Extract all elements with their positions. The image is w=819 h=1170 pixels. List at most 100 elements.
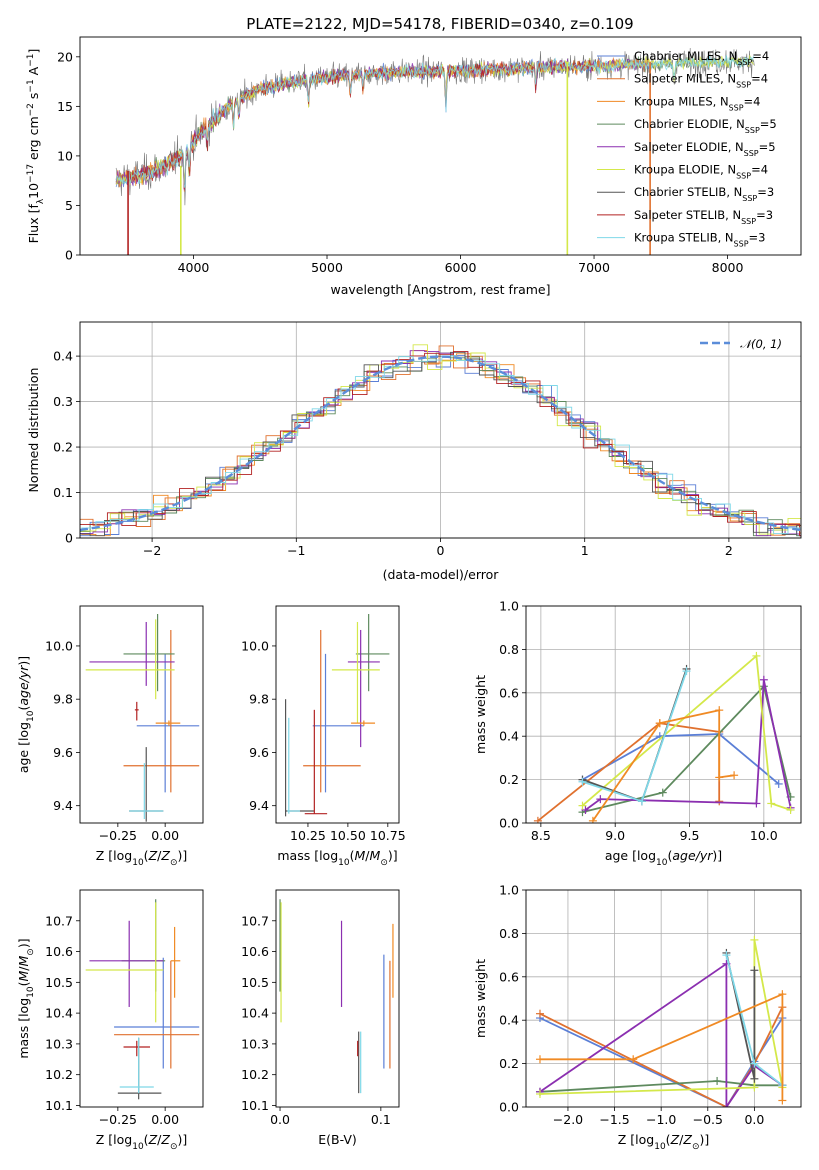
label-part: ( — [16, 982, 31, 987]
legend-value: =3 — [756, 208, 773, 222]
label-part: 10 — [26, 183, 41, 199]
legend-label: Chabrier ELODIE, N — [634, 117, 745, 131]
x-tick-label: 10.0 — [750, 828, 778, 843]
label-part: Z — [682, 1132, 692, 1147]
y-tick-label: 10.1 — [45, 1098, 73, 1113]
label-part: )] — [16, 938, 31, 948]
label-part: Z — [148, 848, 158, 863]
x-tick-label: 0.1 — [371, 1112, 391, 1127]
y-tick-label: 0.2 — [499, 1056, 519, 1071]
y-tick-label: 0.2 — [499, 772, 519, 787]
legend-value: =4 — [751, 72, 768, 86]
legend-value: =4 — [744, 94, 761, 108]
weight_vs_age-frame — [525, 605, 802, 824]
x-tick-label: 10.25 — [290, 828, 326, 843]
x-tick-label: 0.00 — [151, 1112, 179, 1127]
y-tick-label: 0.4 — [499, 1013, 519, 1028]
y-tick-label: 15 — [57, 99, 73, 114]
label-part: ( — [350, 848, 355, 863]
y-tick-label: 0.4 — [53, 349, 73, 364]
weight-line-5 — [581, 654, 791, 811]
y-tick-label: 10.7 — [45, 913, 73, 928]
x-tick-label: −0.25 — [99, 828, 137, 843]
age_vs_Z-frame — [79, 605, 204, 824]
x-tick-label: 0.00 — [151, 828, 179, 843]
spectrum-axes: 4000 5000 6000 7000 8000 0 5 10 15 20 — [57, 49, 743, 275]
legend-entry: Chabrier ELODIE, NSSP=5 — [634, 117, 777, 135]
label-part: λ — [36, 198, 46, 204]
y-tick-label: 9.6 — [249, 745, 269, 760]
y-tick-label: 0.8 — [499, 642, 519, 657]
y-tick-label: 10.3 — [241, 1036, 269, 1051]
gaussian-legend-label: 𝒩(0, 1) — [740, 337, 782, 351]
figure-title: PLATE=2122, MJD=54178, FIBERID=0340, z=0… — [246, 15, 633, 33]
label-part: M — [16, 971, 31, 982]
label-part: / — [365, 848, 370, 863]
x-tick-label: 1 — [581, 543, 589, 558]
y-tick-label: 10.1 — [241, 1098, 269, 1113]
y-tick-label: 0.1 — [53, 485, 73, 500]
legend-label: Chabrier STELIB, N — [634, 185, 742, 199]
x-tick-label: 5000 — [311, 260, 343, 275]
weight_vs_Z-plot-area — [535, 935, 787, 1107]
x-axis-label: Z [log10(Z/Z⊙)] — [96, 848, 188, 868]
spectrum-plot-area — [115, 47, 755, 255]
legend-entry: Salpeter STELIB, NSSP=3 — [634, 208, 773, 226]
x-tick-label: −1 — [287, 543, 305, 558]
legend-subscript: SSP — [742, 194, 757, 203]
y-tick-label: 10.6 — [241, 944, 269, 959]
legend-value: =3 — [757, 185, 774, 199]
y-tick-label: 10.2 — [45, 1067, 73, 1082]
spectrum-frame — [79, 36, 802, 256]
y-axis-label: mass weight — [473, 959, 488, 1038]
legend-subscript: SSP — [729, 103, 744, 112]
label-part: ⊙ — [170, 858, 178, 868]
x-tick-label: −1.5 — [599, 1112, 629, 1127]
label-part: ⊙ — [26, 948, 36, 956]
x-axis-label: (data-model)/error — [383, 567, 500, 582]
gaussian-curve — [80, 355, 801, 532]
residuals-plot-area — [80, 344, 801, 537]
label-part: ⊙ — [692, 1142, 700, 1152]
x-tick-label: 8.5 — [531, 828, 551, 843]
label-part: 10 — [26, 986, 36, 998]
y-tick-label: 9.8 — [53, 692, 73, 707]
y-tick-label: 10.5 — [45, 975, 73, 990]
label-part: Z — [148, 1132, 158, 1147]
label-part: −2 — [26, 103, 36, 116]
label-part: )] — [388, 848, 398, 863]
legend-label: Kroupa MILES, N — [634, 94, 729, 108]
mass_vs_Z-frame — [79, 889, 204, 1108]
legend-entry: Kroupa STELIB, NSSP=3 — [634, 231, 765, 249]
label-part: M — [370, 848, 381, 863]
y-tick-label: 0.0 — [499, 816, 519, 831]
weight-line-4 — [584, 679, 792, 811]
label-part: mass [log — [16, 998, 31, 1059]
label-part: Z — [160, 848, 170, 863]
y-tick-label: 0.2 — [53, 440, 73, 455]
y-tick-label: 10.5 — [241, 975, 269, 990]
label-part: ⊙ — [170, 1142, 178, 1152]
x-tick-label: 9.0 — [605, 828, 625, 843]
legend-value: =4 — [751, 163, 768, 177]
label-part: 10 — [656, 858, 668, 868]
x-tick-label: 6000 — [445, 260, 477, 275]
legend-subscript: SSP — [744, 148, 759, 157]
label-part: )] — [177, 1132, 187, 1147]
label-part: ⊙ — [380, 858, 388, 868]
label-part: ( — [666, 1132, 671, 1147]
weight-line-2 — [540, 992, 784, 1101]
x-tick-label: −1.0 — [646, 1112, 676, 1127]
label-part: Flux [f — [26, 204, 41, 244]
y-tick-label: 0 — [65, 248, 73, 263]
spectrum-line-7 — [127, 59, 594, 190]
label-part: )] — [16, 656, 31, 666]
histogram-1 — [80, 345, 801, 536]
x-tick-label: 0.0 — [744, 1112, 764, 1127]
y-tick-label: 9.6 — [53, 745, 73, 760]
label-part: Z [log — [96, 848, 132, 863]
label-part: M — [16, 955, 31, 966]
legend-value: =5 — [759, 140, 776, 154]
legend-label: Salpeter ELODIE, N — [634, 140, 744, 154]
legend-label: Kroupa ELODIE, N — [634, 163, 736, 177]
